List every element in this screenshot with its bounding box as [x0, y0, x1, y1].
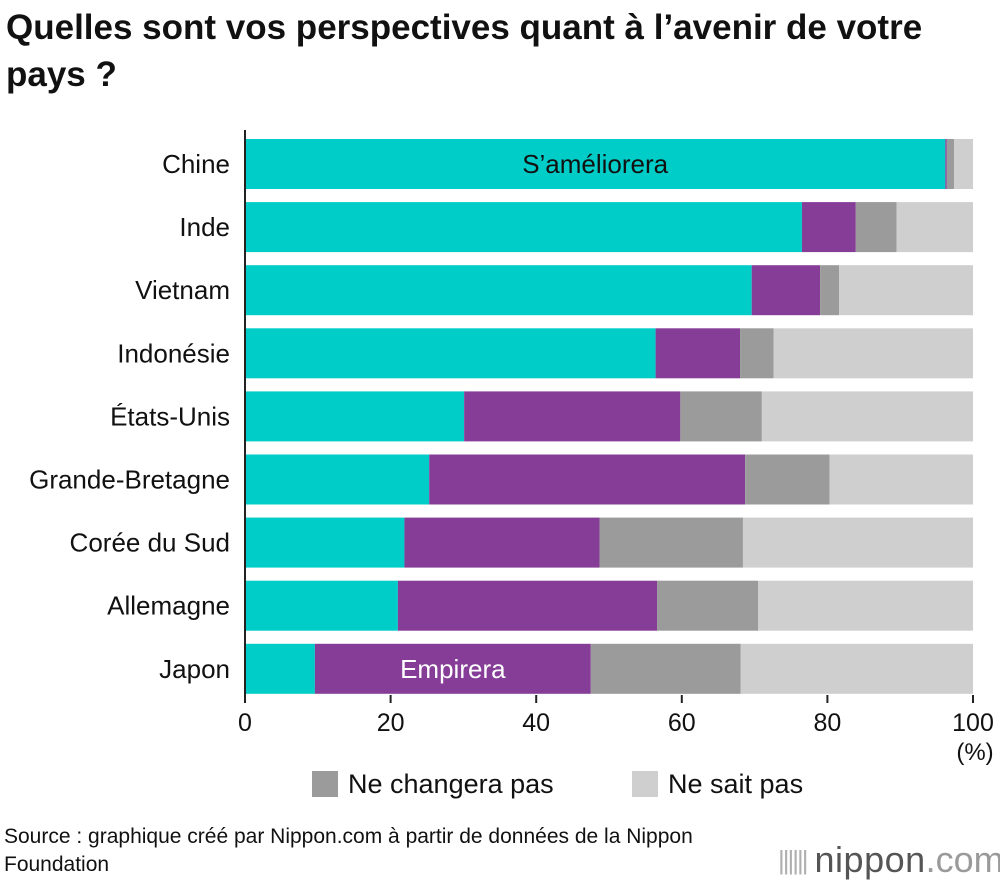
bar-improve-3	[245, 328, 656, 379]
bar-improve-1	[245, 202, 802, 253]
logo-mark-icon: ||||||	[778, 845, 808, 875]
logo-tld: .com	[925, 839, 1000, 880]
x-axis-ticks: 0 20 40 60 80 100	[238, 695, 994, 737]
category-label: Inde	[179, 212, 230, 242]
bar-worse-2	[751, 265, 821, 316]
chart-title: Quelles sont vos perspectives quant à l’…	[6, 8, 923, 94]
bar-improve-8	[245, 643, 315, 694]
bar-dontknow-8	[740, 643, 973, 694]
bars-group	[245, 139, 973, 694]
bar-worse-6	[404, 517, 600, 568]
bar-improve-6	[245, 517, 405, 568]
bar-nochange-5	[745, 454, 830, 505]
bar-improve-7	[245, 580, 398, 631]
bar-dontknow-5	[829, 454, 973, 505]
bar-worse-5	[429, 454, 746, 505]
bar-nochange-7	[657, 580, 759, 631]
bar-worse-1	[801, 202, 856, 253]
legend-swatch-dontknow	[632, 771, 658, 797]
category-label: Allemagne	[107, 591, 230, 621]
bar-nochange-2	[820, 265, 840, 316]
bar-improve-4	[245, 391, 465, 442]
source-note: Source : graphique créé par Nippon.com à…	[4, 825, 693, 876]
category-label: Vietnam	[135, 275, 230, 305]
x-tick-label: 80	[813, 709, 841, 737]
bar-dontknow-2	[839, 265, 973, 316]
x-tick-label: 20	[377, 709, 405, 737]
bar-nochange-4	[680, 391, 762, 442]
category-labels: Chine Inde Vietnam Indonésie États-Unis Grand…	[29, 149, 230, 684]
bar-worse-7	[397, 580, 658, 631]
bar-dontknow-3	[773, 328, 973, 379]
bar-improve-5	[245, 454, 430, 505]
bar-worse-8	[314, 643, 591, 694]
legend-swatch-nochange	[312, 771, 338, 797]
bar-improve-2	[245, 265, 752, 316]
nippon-logo: |||||| nippon .com	[778, 838, 1000, 882]
category-label: Chine	[162, 149, 230, 179]
bar-dontknow-0	[954, 139, 973, 189]
category-label: Grande-Bretagne	[29, 465, 230, 495]
category-label: États-Unis	[110, 401, 230, 431]
bar-nochange-0	[946, 139, 955, 189]
bar-worse-0	[945, 139, 947, 189]
bar-improve-0	[245, 139, 946, 189]
legend-label-dontknow: Ne sait pas	[668, 768, 804, 799]
category-label: Japon	[159, 654, 230, 684]
bar-nochange-6	[599, 517, 743, 568]
unit-label: (%)	[956, 739, 993, 766]
bar-dontknow-7	[758, 580, 973, 631]
bar-nochange-8	[590, 643, 741, 694]
logo-brand: nippon	[814, 839, 926, 880]
legend-label-nochange: Ne changera pas	[348, 768, 554, 799]
bar-worse-3	[655, 328, 741, 379]
x-tick-label: 60	[668, 709, 696, 737]
category-label: Indonésie	[117, 338, 230, 368]
x-tick-label: 0	[238, 709, 252, 737]
legend-item-nochange: Ne changera pas	[312, 766, 554, 802]
bar-nochange-1	[855, 202, 897, 253]
inline-labels: S’améliorera Empirera	[400, 149, 669, 684]
bar-nochange-3	[740, 328, 774, 379]
bar-dontknow-6	[742, 517, 973, 568]
legend-item-dontknow: Ne sait pas	[632, 766, 803, 802]
category-label: Corée du Sud	[70, 528, 230, 558]
x-tick-label: 40	[522, 709, 550, 737]
bar-worse-4	[464, 391, 681, 442]
bar-dontknow-4	[761, 391, 973, 442]
bar-dontknow-1	[896, 202, 973, 253]
x-tick-label: 100	[952, 709, 994, 737]
inline-label-improve: S’améliorera	[522, 149, 668, 179]
inline-label-worse: Empirera	[400, 654, 506, 684]
